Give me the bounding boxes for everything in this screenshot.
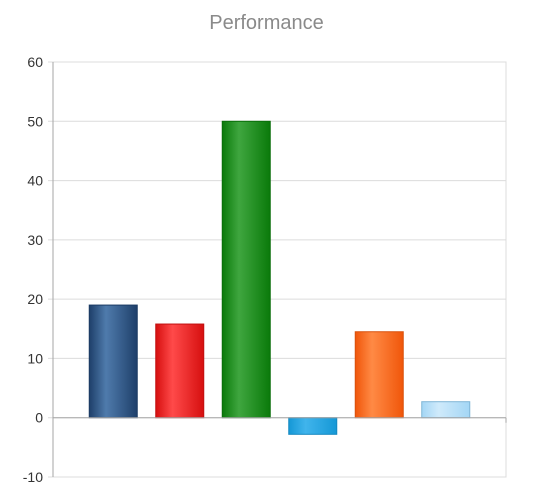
- y-tick-label: 60: [27, 54, 43, 70]
- bar-2[interactable]: [155, 323, 205, 419]
- bars: [88, 120, 471, 435]
- y-tick-label: 10: [27, 350, 43, 366]
- bar-1[interactable]: [88, 304, 138, 419]
- bar-5[interactable]: [354, 331, 404, 419]
- bar-3[interactable]: [221, 120, 271, 419]
- bar-6[interactable]: [421, 401, 471, 419]
- y-tick-label: 0: [35, 410, 43, 426]
- y-tick-label: 50: [27, 113, 43, 129]
- y-tick-label: -10: [23, 469, 43, 485]
- y-tick-label: 40: [27, 173, 43, 189]
- y-tick-label: 20: [27, 291, 43, 307]
- axes: [52, 62, 507, 477]
- y-axis-tick-labels: -10 0 10 20 30 40 50 60: [23, 54, 43, 485]
- y-tick-label: 30: [27, 232, 43, 248]
- bar-4[interactable]: [288, 417, 338, 435]
- chart-title: Performance: [209, 12, 324, 34]
